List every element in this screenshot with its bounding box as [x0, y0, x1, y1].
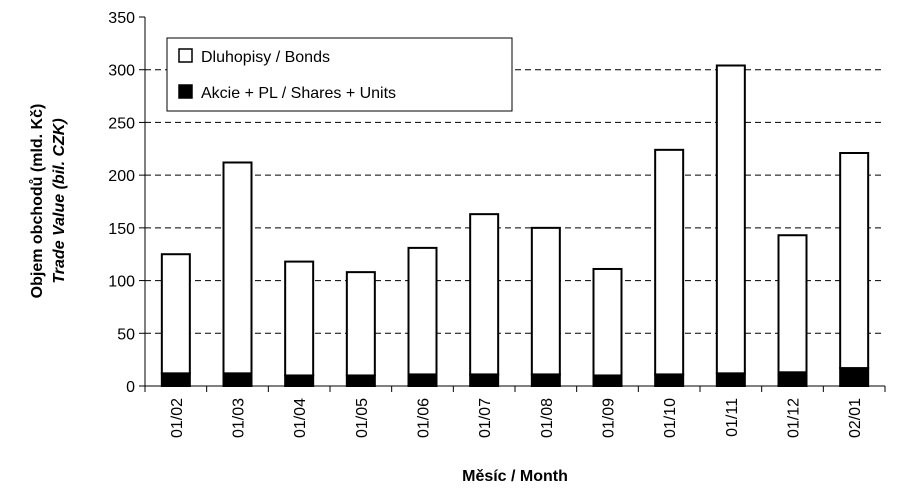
bar-segment [530, 373, 561, 388]
x-tick-label: 01/06 [416, 398, 433, 438]
legend-swatch [178, 48, 193, 63]
bar-segment [654, 373, 685, 388]
x-tick-label: 01/09 [601, 398, 618, 438]
x-tick-label: 01/11 [724, 398, 741, 437]
bar-segment [469, 373, 500, 388]
y-axis-label: Objem obchodů (mld. Kč) [29, 104, 46, 299]
bar-segment [160, 253, 191, 375]
y-tick-label: 50 [117, 326, 135, 343]
bar-segment [839, 152, 870, 370]
bar-segment [777, 234, 808, 374]
x-tick-label: 01/03 [231, 398, 248, 438]
x-tick-label: 02/01 [847, 398, 864, 438]
x-tick-label: 01/02 [169, 398, 186, 438]
x-tick-label: 01/04 [292, 398, 309, 438]
legend-label: Akcie + PL / Shares + Units [201, 85, 396, 102]
y-tick-label: 300 [108, 63, 135, 80]
bar-segment [284, 374, 315, 388]
x-tick-label: 01/05 [354, 398, 371, 438]
bar-segment [469, 213, 500, 376]
x-axis-label: Měsíc / Month [462, 468, 568, 485]
bar-segment [777, 371, 808, 387]
legend-label: Dluhopisy / Bonds [201, 49, 330, 66]
y-tick-label: 150 [108, 221, 135, 238]
x-tick-label: 01/07 [477, 398, 494, 438]
legend-swatch [178, 84, 193, 99]
y-tick-label: 250 [108, 115, 135, 132]
bar-segment [407, 246, 438, 376]
bar-segment [715, 64, 746, 375]
bar-segment [284, 260, 315, 377]
bar-segment [592, 374, 623, 388]
bar-segment [407, 373, 438, 388]
y-tick-label: 0 [126, 379, 135, 396]
x-tick-label: 01/10 [662, 398, 679, 438]
bar-segment [530, 226, 561, 376]
bar-segment [654, 148, 685, 376]
bar-segment [592, 267, 623, 377]
bar-segment [160, 372, 191, 387]
bar-segment [839, 367, 870, 388]
x-tick-label: 01/12 [786, 398, 803, 438]
y-tick-label: 200 [108, 168, 135, 185]
y-axis-label: Trade Value (bil. CZK) [51, 118, 68, 283]
bar-segment [222, 372, 253, 387]
bar-segment [222, 161, 253, 375]
legend-box [166, 37, 513, 112]
bar-segment [345, 374, 376, 388]
x-tick-label: 01/08 [539, 398, 556, 438]
bar-segment [715, 372, 746, 387]
y-tick-label: 350 [108, 10, 135, 27]
y-tick-label: 100 [108, 274, 135, 291]
bar-segment [345, 271, 376, 377]
